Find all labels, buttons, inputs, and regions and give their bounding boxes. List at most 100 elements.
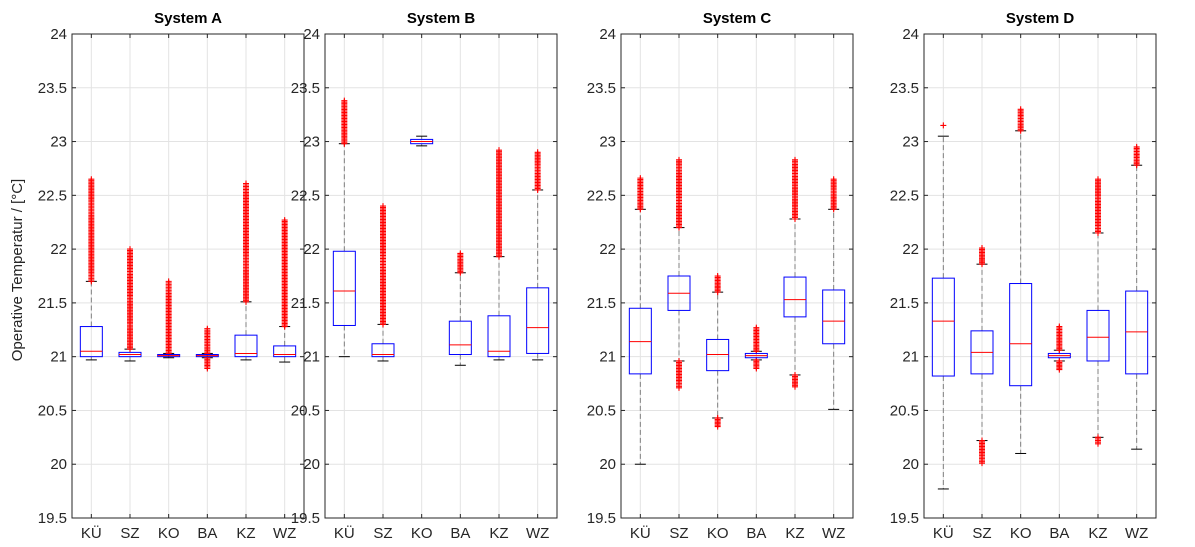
x-tick-label: SZ bbox=[972, 525, 991, 542]
x-tick-label: KO bbox=[707, 525, 729, 542]
outlier-marker bbox=[979, 245, 985, 252]
y-tick-label: 22 bbox=[902, 241, 919, 258]
panel-title: System B bbox=[407, 10, 476, 27]
y-tick-label: 24 bbox=[902, 26, 919, 43]
outlier-marker bbox=[457, 250, 464, 257]
box-WZ bbox=[822, 176, 846, 410]
y-tick-label: 22 bbox=[50, 241, 67, 258]
box-iqr bbox=[706, 338, 730, 372]
box-iqr bbox=[79, 326, 103, 358]
x-tick-label: WZ bbox=[526, 525, 549, 542]
box-iqr bbox=[332, 250, 356, 326]
box-KZ bbox=[487, 147, 511, 361]
panel-2: System B 19.5 20 20.5 21 21.5 22 22.5 23 23.5 24 KÜ… bbox=[291, 10, 558, 542]
outlier-marker bbox=[792, 156, 798, 163]
panel-title: System D bbox=[1006, 10, 1075, 27]
panel-1: System A 19.5 20 20.5 21 21.5 22 22.5 23 23.5 24 KÜ… bbox=[38, 10, 305, 542]
box-iqr bbox=[1125, 290, 1149, 375]
box-iqr bbox=[1009, 283, 1033, 387]
axes-frame bbox=[324, 33, 558, 519]
y-axis-label: Operative Temperatur / [°C] bbox=[9, 179, 26, 361]
y-tick-label: 20.5 bbox=[38, 402, 67, 419]
outlier-marker bbox=[714, 273, 721, 279]
y-tick-label: 19.5 bbox=[890, 510, 919, 527]
outlier-marker bbox=[243, 180, 249, 187]
panel-title: System A bbox=[154, 10, 222, 27]
x-tick-label: KZ bbox=[1088, 525, 1107, 542]
x-tick-label: KÜ bbox=[334, 524, 355, 542]
y-tick-label: 23 bbox=[599, 134, 616, 151]
outlier-marker bbox=[165, 278, 172, 285]
y-tick-label: 22.5 bbox=[587, 187, 616, 204]
y-tick-label: 21 bbox=[50, 349, 67, 366]
x-tick-label: KÜ bbox=[933, 524, 954, 542]
x-tick-label: WZ bbox=[1125, 525, 1148, 542]
outlier-marker bbox=[1095, 434, 1101, 441]
outlier-marker bbox=[380, 203, 386, 210]
outlier-marker bbox=[676, 156, 682, 163]
y-tick-label: 22.5 bbox=[38, 187, 67, 204]
box-KO bbox=[410, 135, 434, 147]
y-tick-label: 20 bbox=[599, 456, 616, 473]
outlier-marker bbox=[204, 325, 211, 332]
outlier-marker bbox=[676, 357, 682, 364]
outlier-marker bbox=[1056, 323, 1063, 330]
box-KÜ bbox=[628, 175, 652, 465]
y-tick-label: 21.5 bbox=[38, 295, 67, 312]
outlier-marker bbox=[940, 122, 947, 129]
box-iqr bbox=[448, 320, 472, 356]
y-tick-label: 20.5 bbox=[890, 402, 919, 419]
box-KO bbox=[1009, 106, 1033, 454]
x-tick-label: KO bbox=[411, 525, 433, 542]
y-tick-label: 24 bbox=[599, 26, 616, 43]
outlier-marker bbox=[127, 246, 133, 253]
y-tick-label: 23 bbox=[303, 134, 320, 151]
y-tick-label: 19.5 bbox=[291, 510, 320, 527]
outlier-marker bbox=[714, 414, 721, 421]
y-tick-label: 21.5 bbox=[291, 295, 320, 312]
x-tick-label: SZ bbox=[120, 525, 139, 542]
y-tick-label: 21 bbox=[599, 349, 616, 366]
y-tick-label: 20.5 bbox=[587, 402, 616, 419]
outlier-marker bbox=[1056, 357, 1063, 364]
box-BA bbox=[744, 324, 768, 372]
y-tick-label: 23.5 bbox=[587, 80, 616, 97]
y-tick-label: 22.5 bbox=[890, 187, 919, 204]
x-tick-label: BA bbox=[197, 525, 217, 542]
box-iqr bbox=[628, 307, 652, 375]
outlier-marker bbox=[88, 176, 95, 183]
y-tick-label: 24 bbox=[303, 26, 320, 43]
y-tick-label: 22 bbox=[599, 241, 616, 258]
y-tick-label: 20 bbox=[50, 456, 67, 473]
outlier-marker bbox=[792, 371, 798, 378]
box-iqr bbox=[371, 343, 395, 358]
box-SZ bbox=[118, 246, 142, 362]
x-tick-label: KZ bbox=[785, 525, 804, 542]
y-tick-label: 21.5 bbox=[890, 295, 919, 312]
box-SZ bbox=[667, 156, 691, 391]
y-tick-label: 20.5 bbox=[291, 402, 320, 419]
box-KÜ bbox=[931, 122, 955, 490]
box-BA bbox=[195, 325, 219, 372]
outlier-marker bbox=[979, 437, 985, 444]
box-iqr bbox=[783, 276, 807, 318]
y-tick-label: 21 bbox=[902, 349, 919, 366]
x-tick-label: KÜ bbox=[81, 524, 102, 542]
x-tick-label: BA bbox=[450, 525, 470, 542]
box-KÜ bbox=[332, 97, 356, 358]
y-tick-label: 22 bbox=[303, 241, 320, 258]
outlier-marker bbox=[281, 217, 288, 224]
axes-frame bbox=[620, 33, 854, 519]
outlier-marker bbox=[534, 149, 541, 156]
box-iqr bbox=[526, 287, 550, 354]
outlier-marker bbox=[1133, 143, 1140, 150]
x-tick-label: WZ bbox=[273, 525, 296, 542]
outlier-marker bbox=[1017, 106, 1024, 113]
box-KO bbox=[706, 273, 730, 430]
panel-3: System C 19.5 20 20.5 21 21.5 22 22.5 23 23.5 24 KÜ… bbox=[587, 10, 854, 542]
box-iqr bbox=[273, 345, 297, 358]
box-SZ bbox=[970, 245, 994, 467]
x-tick-label: SZ bbox=[373, 525, 392, 542]
outlier-marker bbox=[1095, 176, 1101, 183]
